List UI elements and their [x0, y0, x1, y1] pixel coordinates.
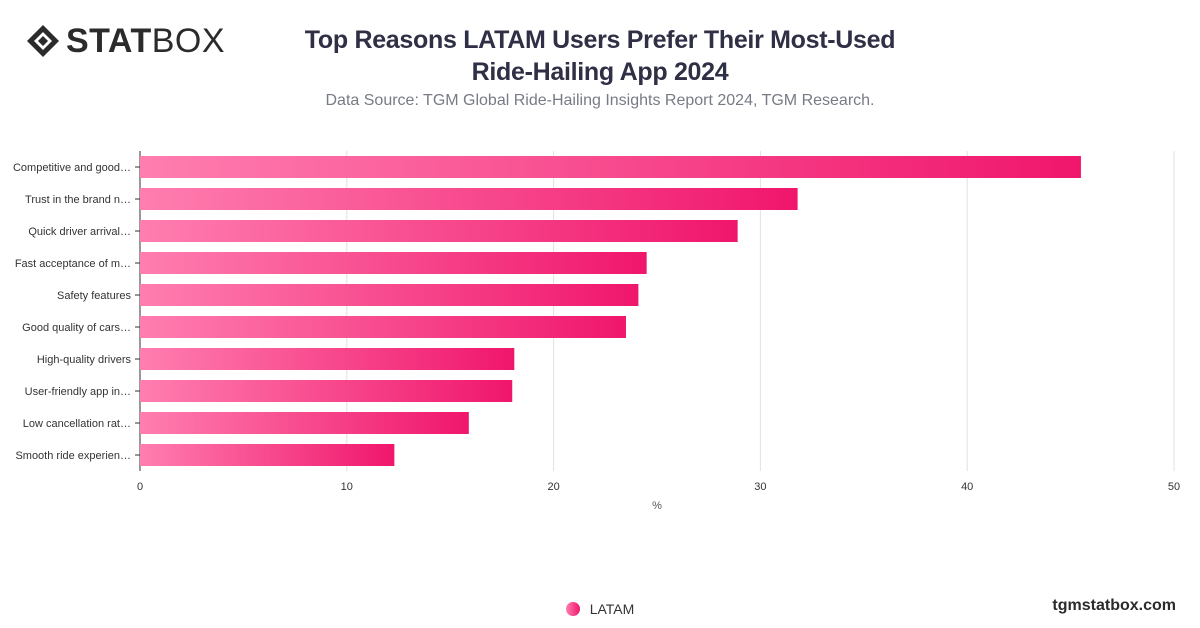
- bar[interactable]: [140, 220, 738, 242]
- y-category-label: Good quality of cars…: [22, 322, 131, 334]
- y-category-label: Fast acceptance of m…: [15, 258, 131, 270]
- x-axis-title: %: [652, 500, 662, 512]
- y-category-label: Trust in the brand n…: [25, 194, 131, 206]
- y-category-label: Low cancellation rat…: [23, 418, 131, 430]
- x-tick-label: 30: [754, 481, 766, 493]
- y-category-label: Quick driver arrival…: [28, 226, 131, 238]
- y-category-label: Safety features: [57, 290, 131, 302]
- statbox-logo[interactable]: STATBOX: [26, 24, 225, 58]
- y-category-label: User-friendly app in…: [25, 386, 131, 398]
- bar[interactable]: [140, 412, 469, 434]
- bar[interactable]: [140, 444, 395, 466]
- bar[interactable]: [140, 188, 798, 210]
- statbox-logo-icon: [27, 25, 59, 57]
- x-tick-label: 50: [1168, 481, 1180, 493]
- chart-subtitle: Data Source: TGM Global Ride-Hailing Ins…: [325, 92, 875, 109]
- chart-title-line-2: Ride-Hailing App 2024: [471, 58, 729, 86]
- x-tick-label: 0: [137, 481, 143, 493]
- y-category-label: Smooth ride experien…: [15, 450, 131, 462]
- legend-swatch: [565, 602, 580, 616]
- bar[interactable]: [140, 284, 639, 306]
- chart-title: Top Reasons LATAM Users Prefer Their Mos…: [260, 24, 940, 88]
- logo-text-bold: STAT: [66, 22, 152, 60]
- y-category-label: Competitive and good…: [13, 162, 131, 174]
- chart-legend[interactable]: LATAM: [0, 601, 1200, 617]
- x-tick-label: 40: [961, 481, 973, 493]
- legend-label: LATAM: [589, 601, 635, 617]
- x-tick-label: 10: [341, 481, 353, 493]
- x-tick-label: 20: [547, 481, 559, 493]
- chart-title-line-1: Top Reasons LATAM Users Prefer Their Mos…: [304, 26, 896, 54]
- bar[interactable]: [140, 156, 1081, 178]
- y-category-label: High-quality drivers: [37, 354, 132, 366]
- logo-text-light: BOX: [151, 22, 226, 60]
- bar[interactable]: [140, 380, 513, 402]
- bar[interactable]: [140, 252, 647, 274]
- bar[interactable]: [140, 348, 515, 370]
- statbox-logo-text: STATBOX: [66, 24, 225, 58]
- bar[interactable]: [140, 316, 626, 338]
- footer-site-link[interactable]: tgmstatbox.com: [1052, 597, 1176, 614]
